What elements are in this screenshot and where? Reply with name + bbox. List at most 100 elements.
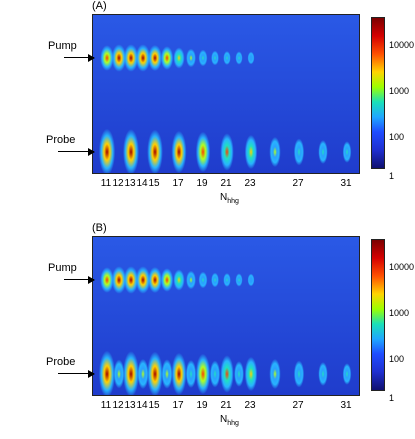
x-tick-label: 27 [292,178,304,189]
probe-harmonic-27 [293,360,305,388]
pump-harmonic-20 [211,50,219,66]
probe-harmonic-29 [318,362,328,386]
x-tick-label: 19 [196,178,208,189]
heatmap-plot [92,14,360,174]
probe-harmonic-21 [220,133,234,171]
pump-harmonic-17 [173,269,185,291]
pump-harmonic-21 [223,273,231,287]
probe-harmonic-16 [161,359,173,389]
probe-harmonic-25 [269,136,281,168]
probe-harmonic-12 [113,359,125,389]
colorbar-tick: 1000 [389,308,410,318]
heatmap-svg [98,44,352,173]
probe-harmonic-14 [137,358,149,390]
probe-harmonic-11 [98,128,116,173]
pump-harmonic-12 [111,44,127,72]
pump-label: Pump [48,262,77,274]
x-tick-label: 31 [340,178,352,189]
pump-harmonic-19 [198,271,208,289]
panel-a: (A) Pump Probe 11 12 13 14 15 17 19 21 23 27 31 Nh… [0,0,415,217]
probe-harmonic-23 [244,356,258,392]
x-tick-label: 14 [136,178,148,189]
x-tick-label: 11 [100,400,112,411]
x-tick-label: 21 [220,400,232,411]
pump-harmonic-11 [100,45,114,71]
x-tick-label: 19 [196,400,208,411]
colorbar-tick: 1 [389,171,395,181]
pump-harmonic-13 [123,266,139,294]
pump-harmonic-16 [160,268,174,292]
x-tick-label: 27 [292,400,304,411]
pump-harmonic-22 [235,51,243,65]
x-tick-labels: 11 12 13 14 15 17 19 21 23 27 31 [92,178,360,192]
probe-harmonic-17 [171,352,187,395]
x-tick-label: 23 [244,400,256,411]
x-tick-label: 15 [148,178,160,189]
probe-harmonic-13 [122,129,140,173]
x-tick-labels: 11 12 13 14 15 17 19 21 23 27 31 [92,400,360,414]
probe-label: Probe [46,356,76,368]
probe-harmonic-18 [185,359,197,389]
x-tick-label: 13 [124,178,136,189]
pump-harmonic-14 [135,266,151,294]
probe-harmonic-13 [122,351,140,395]
pump-harmonic-14 [135,44,151,72]
panel-label: (B) [92,222,107,234]
x-axis-label: Nhhg [220,192,239,205]
pump-harmonic-15 [148,44,162,72]
probe-harmonic-19 [195,131,211,173]
pump-harmonic-16 [160,46,174,70]
colorbar-tick: 10000 [389,40,415,50]
colorbar [371,239,385,391]
pump-harmonic-18 [186,270,196,290]
probe-harmonic-11 [98,350,116,395]
colorbar-tick: 10000 [389,262,415,272]
probe-harmonic-31 [342,141,352,163]
x-tick-label: 17 [172,400,184,411]
probe-arrow-icon [58,148,95,156]
probe-harmonic-25 [269,358,281,390]
colorbar-tick: 100 [389,132,405,142]
x-tick-label: 12 [112,400,124,411]
probe-harmonic-15 [147,351,163,395]
probe-harmonic-17 [171,130,187,173]
pump-harmonic-12 [111,266,127,294]
colorbar-tick: 100 [389,354,405,364]
heatmap-svg [98,266,352,395]
probe-harmonic-20 [209,360,221,388]
x-tick-label: 15 [148,400,160,411]
x-tick-label: 14 [136,400,148,411]
x-tick-label: 31 [340,400,352,411]
pump-harmonic-22 [235,273,243,287]
x-tick-label: 23 [244,178,256,189]
pump-harmonic-15 [148,266,162,294]
x-tick-label: 21 [220,178,232,189]
pump-harmonic-20 [211,272,219,288]
pump-harmonic-11 [100,267,114,293]
pump-harmonic-17 [173,47,185,69]
probe-label: Probe [46,134,76,146]
probe-harmonic-22 [234,361,244,387]
x-tick-label: 12 [112,178,124,189]
probe-harmonic-27 [293,138,305,166]
pump-harmonic-19 [198,49,208,67]
heatmap-plot [92,236,360,396]
pump-harmonic-21 [223,51,231,65]
pump-harmonic-23 [247,51,255,65]
probe-harmonic-19 [195,353,211,395]
probe-harmonic-23 [244,134,258,170]
probe-harmonic-29 [318,140,328,164]
pump-harmonic-23 [247,273,255,287]
x-axis-label: Nhhg [220,414,239,427]
pump-arrow-icon [64,276,95,284]
colorbar-tick: 1 [389,393,395,403]
colorbar-tick: 1000 [389,86,410,96]
probe-harmonic-21 [220,355,234,393]
pump-arrow-icon [64,54,95,62]
probe-harmonic-31 [342,363,352,385]
probe-harmonic-15 [147,129,163,173]
colorbar [371,17,385,169]
pump-label: Pump [48,40,77,52]
pump-harmonic-13 [123,44,139,72]
x-tick-label: 13 [124,400,136,411]
